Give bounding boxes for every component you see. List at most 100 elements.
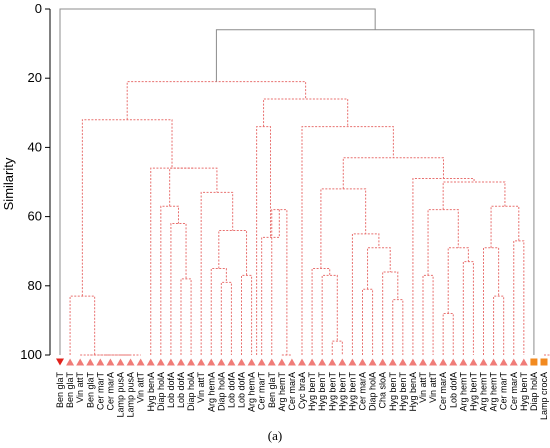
dendrogram-link-l4: [220, 281, 232, 355]
leaf-label: Ben glaT: [55, 372, 65, 409]
leaf-label: Vin attT: [136, 372, 146, 403]
leaf-marker: [126, 358, 135, 366]
leaf-marker: [368, 358, 377, 366]
leaf-labels: Ben glaT Ben glaT Vin attT Ben glaT Cer marT…: [55, 371, 549, 420]
leaf-marker: [96, 358, 105, 366]
leaf-marker: [197, 358, 206, 366]
leaf-label: Cer marA: [105, 372, 115, 411]
leaf-label: Arg hemA: [247, 372, 257, 412]
leaf-label: Hyg benT: [398, 372, 408, 412]
y-tick-label: 40: [28, 139, 42, 154]
y-tick-label: 0: [35, 1, 42, 16]
dendrogram-link-c4: [362, 288, 374, 355]
leaf-marker: [530, 358, 538, 366]
leaf-marker: [388, 358, 397, 366]
leaf-label: Cer marT: [95, 371, 105, 410]
leaf-marker: [408, 358, 417, 366]
leaf-label: Hyg benT: [307, 372, 317, 412]
leaf-marker: [116, 358, 125, 366]
dendrogram-link-d12: [342, 157, 444, 189]
leaf-label: Ben glaT: [267, 372, 277, 409]
dendrogram-link-c8: [351, 233, 380, 355]
leaf-marker: [318, 358, 327, 366]
leaf-marker: [86, 358, 95, 366]
leaf-label: Vin attT: [75, 372, 85, 403]
leaf-marker: [237, 358, 246, 366]
y-tick-label: 60: [28, 209, 42, 224]
dendrogram-link-l10: [150, 167, 194, 355]
leaf-label: Vin attT: [196, 372, 206, 403]
leaf-marker: [429, 358, 438, 366]
leaf-marker: [166, 358, 175, 366]
leaf-marker: [499, 358, 508, 366]
leaf-label: Lob dofA: [237, 372, 247, 408]
dendrogram-link-a7: [69, 295, 96, 355]
leaf-marker: [257, 358, 266, 366]
dendrogram-link-l7: [218, 229, 248, 276]
leaf-label: Diap holA: [216, 372, 226, 411]
dendrogram-link-r4: [256, 126, 271, 355]
leaf-marker: [348, 358, 357, 366]
dendrogram-link-c7: [367, 247, 391, 290]
leaf-label: Lamp pusA: [126, 372, 136, 418]
leaf-label: Arg hemT: [489, 372, 499, 412]
dendrogram-link-l2: [170, 223, 187, 355]
leaf-label: Diap holA: [156, 372, 166, 411]
leaf-marker: [469, 358, 478, 366]
leaf-marker: [540, 358, 548, 366]
leaf-marker: [136, 358, 145, 366]
leaf-label: Lob dofA: [226, 372, 236, 408]
dendrogram-links: [59, 8, 550, 356]
leaf-label: Lob dofA: [176, 372, 186, 408]
leaf-label: Diap holA: [529, 372, 539, 411]
leaf-label: Lamp pusA: [116, 372, 126, 418]
dendrogram-link-c6: [382, 271, 399, 355]
leaf-label: Cer marA: [509, 372, 519, 411]
leaf-marker: [146, 358, 155, 366]
dendrogram-link-c1: [331, 340, 343, 355]
leaf-marker: [419, 358, 427, 366]
leaf-label: Cer marA: [438, 372, 448, 411]
dendrogram-link-b1: [81, 119, 173, 297]
leaf-marker: [459, 358, 468, 366]
leaf-label: Hyg benA: [408, 372, 418, 412]
leaf-label: Hyg benT: [337, 372, 347, 412]
panel-label: (a): [268, 428, 282, 443]
leaf-marker: [398, 358, 407, 366]
leaf-label: Arg hemA: [206, 372, 216, 412]
leaf-marker: [66, 358, 75, 366]
leaf-marker: [207, 358, 216, 366]
leaf-label: Cha sloA: [378, 372, 388, 409]
leaf-marker: [449, 358, 458, 366]
leaf-label: Hyg benT: [468, 372, 478, 412]
dendrogram-link-g1: [215, 29, 535, 355]
leaf-marker: [439, 358, 448, 366]
leaf-marker: [378, 358, 387, 366]
leaf-marker: [509, 358, 518, 366]
dendrogram-link-d10: [442, 181, 506, 210]
leaf-marker: [56, 358, 64, 366]
dendrogram-link-c3: [311, 268, 331, 355]
dendrogram-link-d4: [447, 247, 469, 314]
dendrogram-link-root: [59, 8, 376, 355]
leaf-marker: [277, 358, 286, 366]
leaf-marker: [227, 358, 236, 366]
leaf-markers: [56, 358, 548, 366]
leaf-label: Cer marA: [358, 372, 368, 411]
leaf-marker: [247, 358, 256, 366]
leaf-label: Ben glaT: [85, 372, 95, 409]
leaf-label: Diap holA: [368, 372, 378, 411]
leaf-label: Hyg benT: [519, 372, 529, 412]
leaf-label: Hyg benT: [347, 372, 357, 412]
leaf-marker: [267, 358, 276, 366]
dendrogram-link-l6: [241, 274, 253, 355]
dendrogram-link-c9: [320, 188, 367, 269]
dendrogram-link-c2: [321, 274, 338, 355]
dendrogram-link-d1: [422, 274, 434, 355]
leaf-label: Vin attT: [418, 372, 428, 403]
leaf-label: Lob dofA: [448, 372, 458, 408]
leaf-marker: [519, 358, 528, 366]
dendrogram-link-d9: [490, 205, 520, 248]
dendrogram-link-l3: [160, 205, 179, 355]
